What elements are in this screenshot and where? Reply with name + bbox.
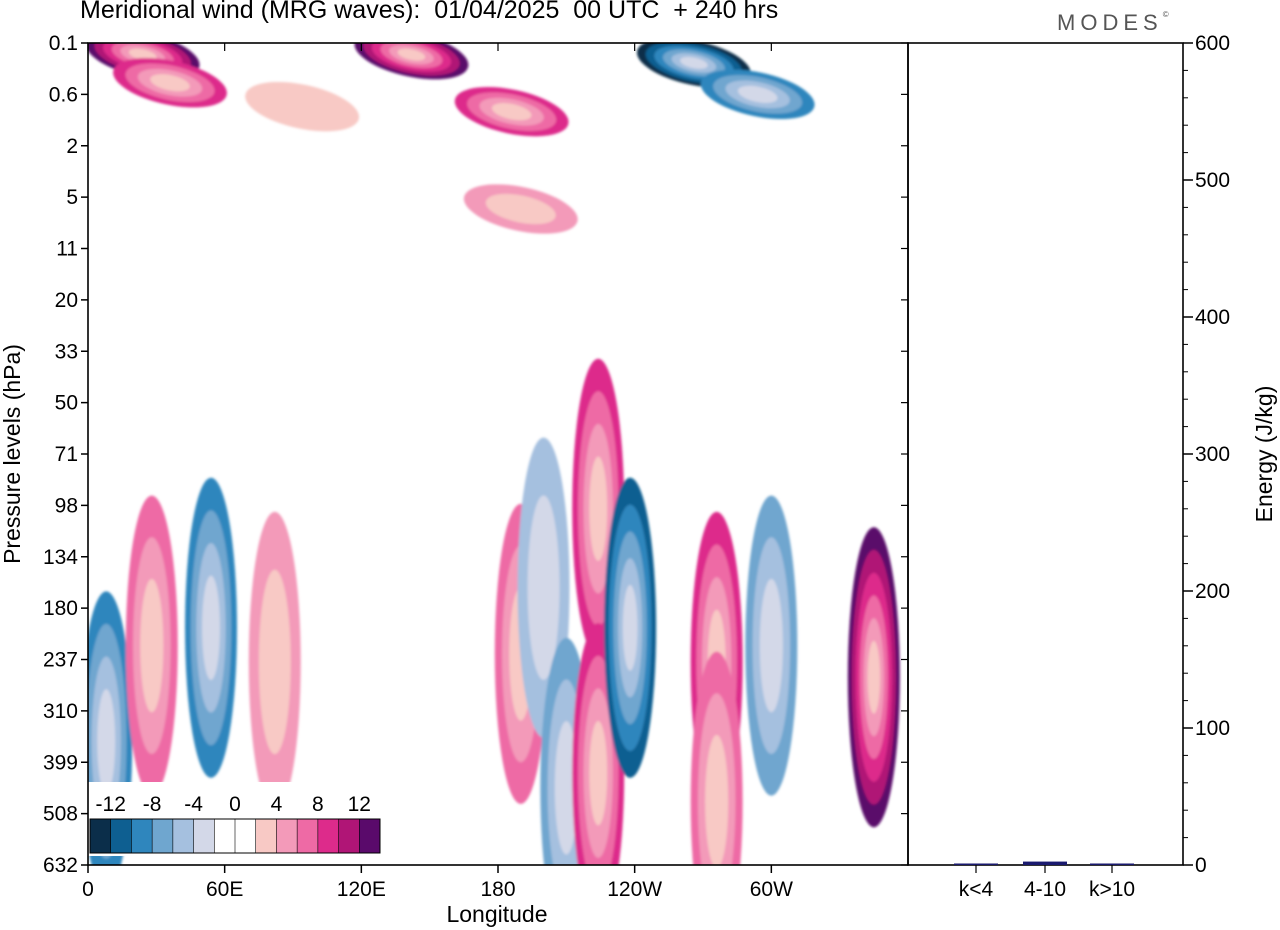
x-tick-label: 60E: [206, 878, 243, 901]
contour-blob: [622, 584, 638, 671]
colorbar-label: -12: [96, 793, 126, 816]
colorbar-label: 8: [312, 793, 324, 816]
y-tick-label: 180: [43, 597, 78, 620]
colorbar-label: -8: [143, 793, 162, 816]
chart-title: Meridional wind (MRG waves): 01/04/2025 …: [80, 0, 779, 24]
colorbar-label: -4: [184, 793, 203, 816]
contour-blob: [554, 721, 578, 855]
colorbar-swatch: [152, 819, 174, 853]
category-label: k<4: [959, 878, 994, 901]
contour-blob: [759, 578, 783, 713]
y-tick-label: 134: [43, 546, 78, 569]
colorbar-swatch: [193, 819, 215, 853]
contour-blob: [397, 48, 426, 61]
energy-bars: [954, 861, 1134, 865]
energy-tick-label: 100: [1195, 717, 1230, 740]
colorbar-label: 12: [348, 793, 371, 816]
colorbar-swatch: [214, 819, 236, 853]
y-tick-label: 71: [55, 443, 78, 466]
contour-blob: [867, 640, 881, 714]
colorbar-swatch: [317, 819, 339, 853]
modes-logo: MODES©: [1057, 10, 1169, 36]
colorbar-swatch: [131, 819, 153, 853]
energy-axis-title: Energy (J/kg): [1251, 386, 1277, 523]
energy-axis: 0 100 200 300 400 500 600: [1183, 32, 1230, 877]
colorbar-frame: [89, 818, 381, 854]
y-tick-label: 237: [43, 649, 78, 672]
y-tick-label: 2: [66, 135, 78, 158]
y-tick-label: 33: [55, 340, 78, 363]
pressure-axis: 0.1 0.6 2 5 11 20 33 50 71 98 134 180 237 310 399 508 63…: [43, 32, 908, 877]
contour-blob: [589, 720, 608, 826]
y-tick-label: 632: [43, 854, 78, 877]
contour-blob: [527, 495, 560, 680]
category-label: 4-10: [1024, 878, 1066, 901]
y-tick-label: 508: [43, 803, 78, 826]
contour-blob: [705, 734, 729, 865]
colorbar-label: 0: [229, 793, 241, 816]
y-tick-label: 0.1: [49, 32, 78, 55]
contour-blob: [491, 103, 532, 121]
energy-bar: [1090, 863, 1134, 865]
y-tick-label: 399: [43, 751, 78, 774]
x-tick-label: 120E: [337, 878, 386, 901]
colorbar-label: 4: [271, 793, 283, 816]
colorbar-swatch: [297, 819, 319, 853]
colorbar-swatch: [255, 819, 277, 853]
energy-tick-label: 0: [1195, 854, 1207, 877]
energy-bar: [1023, 861, 1067, 865]
x-tick-label: 60W: [750, 878, 793, 901]
contour-blob: [97, 689, 116, 794]
contour-blob: [258, 569, 291, 755]
energy-tick-label: 500: [1195, 169, 1230, 192]
colorbar: -12 -8 -4 0 4 8 12: [88, 782, 382, 856]
x-tick-label: 0: [82, 878, 94, 901]
colorbar-swatch: [235, 819, 257, 853]
x-axis-title: Longitude: [446, 901, 547, 927]
colorbar-swatch: [359, 819, 381, 853]
energy-tick-label: 400: [1195, 306, 1230, 329]
energy-bar: [954, 863, 998, 865]
contour-blob: [737, 85, 778, 103]
energy-category-labels: k<4 4-10 k>10: [959, 865, 1135, 901]
colorbar-swatch: [172, 819, 194, 853]
energy-panel-frame: [907, 42, 1184, 866]
colorbar-swatch: [276, 819, 298, 853]
energy-tick-label: 600: [1195, 32, 1230, 55]
y-tick-label: 5: [66, 186, 78, 209]
y-tick-label: 20: [55, 289, 78, 312]
y-axis-title: Pressure levels (hPa): [0, 344, 25, 564]
contour-blob: [245, 81, 360, 132]
longitude-axis: 0 60E 120E 180 120W 60W: [82, 43, 793, 901]
brand-mark: ©: [1162, 10, 1169, 19]
y-tick-label: 310: [43, 700, 78, 723]
energy-tick-label: 300: [1195, 443, 1230, 466]
category-label: k>10: [1089, 878, 1135, 901]
contour-blob: [202, 575, 220, 681]
contour-blob: [589, 456, 608, 561]
contour-blob: [150, 74, 190, 92]
y-tick-label: 0.6: [49, 83, 78, 106]
contour-blob: [140, 578, 164, 713]
colorbar-swatch: [110, 819, 132, 853]
y-tick-label: 98: [55, 494, 78, 517]
contour-blob: [485, 193, 556, 225]
y-tick-label: 11: [56, 238, 78, 261]
energy-tick-label: 200: [1195, 580, 1230, 603]
x-tick-label: 180: [480, 878, 515, 901]
contour-blob: [128, 48, 157, 61]
contour-blob: [680, 56, 708, 69]
x-tick-label: 120W: [607, 878, 662, 901]
brand-text: MODES: [1057, 10, 1163, 35]
colorbar-swatch: [90, 819, 112, 853]
colorbar-swatch: [338, 819, 360, 853]
y-tick-label: 50: [55, 392, 78, 415]
